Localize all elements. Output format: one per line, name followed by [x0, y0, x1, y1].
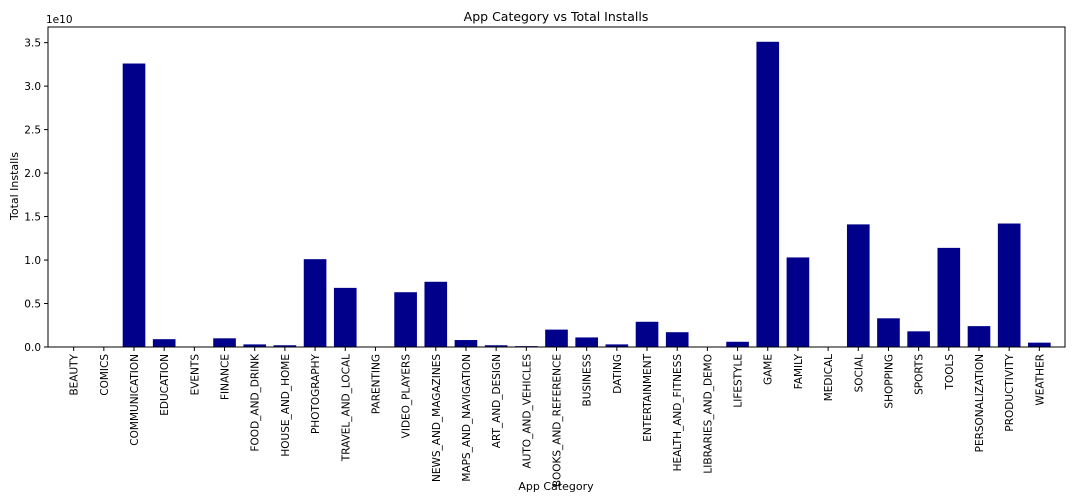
bar-finance: [213, 338, 236, 347]
bar-communication: [122, 63, 146, 348]
x-tick-label: MAPS_AND_NAVIGATION: [461, 354, 473, 482]
y-tick-label: 1.0: [24, 255, 41, 267]
y-tick-label: 3.5: [24, 38, 41, 50]
y-tick-label: 3.0: [24, 81, 41, 93]
y-tick-label: 0.0: [24, 342, 41, 354]
y-tick-label: 2.5: [24, 125, 41, 137]
x-tick-label: BEAUTY: [69, 353, 81, 395]
x-tick-label: MEDICAL: [823, 354, 835, 401]
x-tick-label: COMICS: [99, 354, 111, 396]
bar-lifestyle: [726, 341, 749, 347]
bar-food-and-drink: [243, 344, 267, 347]
bar-photography: [303, 259, 327, 347]
bar-video-players: [394, 292, 417, 347]
x-tick-label: FOOD_AND_DRINK: [250, 353, 262, 452]
plot-frame: [47, 26, 1066, 348]
x-tick-label: WEATHER: [1034, 354, 1046, 406]
x-tick-label: FINANCE: [220, 354, 232, 400]
bar-entertainment: [635, 321, 659, 347]
x-tick-label: SHOPPING: [883, 354, 895, 409]
x-tick-label: HEALTH_AND_FITNESS: [672, 354, 684, 472]
bar-house-and-home: [273, 345, 297, 347]
x-tick-label: TOOLS: [944, 354, 956, 391]
x-tick-label: BOOKS_AND_REFERENCE: [552, 354, 564, 487]
x-tick-label: COMMUNICATION: [129, 354, 141, 446]
bar-maps-and-navigation: [454, 340, 478, 347]
bar-books-and-reference: [545, 329, 568, 347]
x-tick-label: EDUCATION: [159, 354, 171, 416]
bar-education: [152, 339, 176, 347]
x-tick-label: PERSONALIZATION: [974, 354, 986, 452]
bar-dating: [605, 344, 629, 347]
x-tick-label: LIFESTYLE: [733, 354, 745, 408]
bar-health-and-fitness: [665, 332, 689, 347]
x-tick-label: EVENTS: [189, 354, 201, 396]
chart-title: App Category vs Total Installs: [464, 9, 649, 24]
x-tick-label: SPORTS: [914, 354, 926, 395]
bar-weather: [1028, 342, 1051, 347]
x-tick-label: PHOTOGRAPHY: [310, 353, 322, 434]
y-tick-label: 0.5: [24, 299, 41, 311]
y-axis-title: Total Installs: [8, 152, 21, 221]
x-tick-label: NEWS_AND_MAGAZINES: [431, 354, 443, 482]
bar-shopping: [877, 318, 900, 347]
y-tick-label: 1.5: [24, 212, 41, 224]
x-tick-label: VIDEO_PLAYERS: [401, 354, 413, 439]
x-tick-label: PARENTING: [370, 354, 382, 414]
bar-tools: [937, 247, 961, 347]
bar-family: [786, 257, 810, 347]
x-tick-label: BUSINESS: [582, 354, 594, 407]
x-tick-label: PRODUCTIVITY: [1004, 353, 1016, 431]
bar-social: [846, 224, 870, 347]
plot-area: 0.0 0.5 1.0 1.5 2.0 2.5 3.0 3.5 BEAUTY COMICS COMM…: [24, 38, 1051, 487]
y-tick-label: 2.0: [24, 168, 41, 180]
bar-travel-and-local: [333, 287, 357, 347]
x-tick-label: HOUSE_AND_HOME: [280, 354, 292, 457]
x-tick-label: DATING: [612, 354, 624, 394]
bar-sports: [907, 331, 930, 347]
x-tick-label: TRAVEL_AND_LOCAL: [340, 354, 352, 462]
bar-personalization: [967, 326, 991, 347]
bar-game: [756, 41, 780, 348]
bar-business: [575, 337, 598, 347]
x-tick-label: ART_AND_DESIGN: [491, 354, 503, 448]
bar-news-and-magazines: [424, 281, 448, 347]
bar-productivity: [997, 223, 1021, 347]
x-axis-title: App Category: [518, 480, 594, 493]
x-tick-label: SOCIAL: [853, 354, 865, 393]
x-tick-label: AUTO_AND_VEHICLES: [521, 354, 533, 469]
bar-art-and-design: [484, 345, 508, 347]
x-tick-label: ENTERTAINMENT: [642, 353, 654, 441]
x-tick-label: GAME: [763, 354, 775, 385]
x-tick-label: LIBRARIES_AND_DEMO: [702, 354, 714, 474]
y-axis-multiplier: 1e10: [46, 14, 73, 26]
x-tick-label: FAMILY: [793, 353, 805, 389]
